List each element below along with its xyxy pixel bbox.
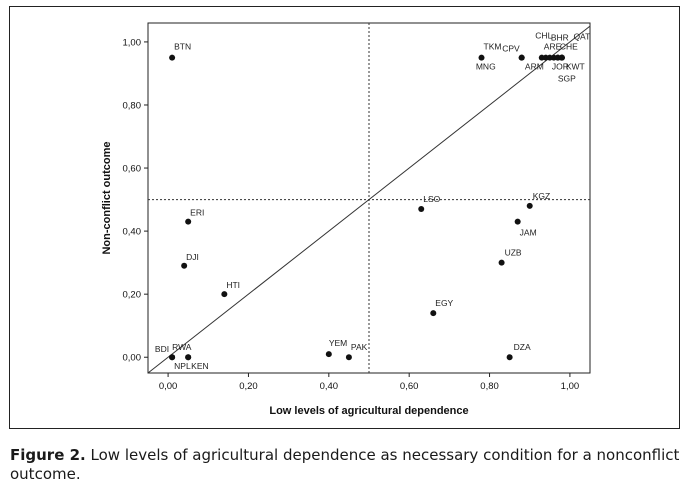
point-label-dza: DZA	[514, 342, 531, 352]
y-tick-label: 0,60	[123, 164, 142, 175]
data-point-uzb	[498, 259, 505, 266]
point-label-bdi: BDI	[155, 344, 169, 354]
point-label-chl: CHL	[535, 31, 552, 41]
data-point-jam	[514, 218, 521, 225]
x-tick-label: 0,00	[159, 381, 178, 392]
data-point-egy	[430, 310, 437, 317]
data-point-mng	[518, 54, 525, 61]
caption-text: Low levels of agricultural dependence as…	[10, 446, 680, 483]
figure-frame	[9, 6, 680, 429]
point-label-jor: JOR	[552, 62, 569, 72]
point-label-mng: MNG	[476, 62, 496, 72]
reference-lines	[147, 23, 591, 374]
y-tick-label: 0,80	[123, 100, 142, 111]
x-tick-label: 0,60	[400, 381, 419, 392]
point-label-tkm: TKM	[484, 42, 502, 52]
point-label-arm: ARM	[525, 62, 544, 72]
data-point-ken	[185, 354, 192, 361]
point-label-rwa: RWA	[172, 342, 192, 352]
point-label-hti: HTI	[226, 280, 240, 290]
point-label-cpv: CPV	[502, 44, 520, 54]
x-tick-label: 0,80	[480, 381, 499, 392]
data-point-kgz	[526, 202, 533, 209]
y-tick-label: 0,00	[123, 353, 142, 364]
data-point-eri	[185, 218, 192, 225]
caption-label: Figure 2.	[10, 446, 86, 464]
point-label-npl: NPL	[174, 361, 191, 371]
point-label-bhr: BHR	[551, 33, 569, 43]
data-point-dza	[506, 354, 513, 361]
y-tick-label: 1,00	[123, 37, 142, 48]
point-label-yem: YEM	[329, 338, 347, 348]
point-label-are: ARE	[544, 42, 562, 52]
data-point-lso	[418, 206, 425, 213]
point-label-che: CHE	[560, 42, 578, 52]
point-label-kwt: KWT	[566, 62, 585, 72]
point-label-ken: KEN	[191, 361, 208, 371]
data-point-sgp	[558, 54, 565, 61]
y-axis-title: Non-conflict outcome	[101, 141, 113, 254]
y-tick-label: 0,20	[123, 290, 142, 301]
point-label-qat: QAT	[573, 32, 590, 42]
point-label-pak: PAK	[351, 342, 368, 352]
point-label-uzb: UZB	[505, 248, 522, 258]
data-point-hti	[221, 291, 228, 298]
y-tick-label: 0,40	[123, 227, 142, 238]
data-point-yem	[325, 351, 332, 358]
point-label-egy: EGY	[435, 298, 453, 308]
x-axis-title: Low levels of agricultural dependence	[269, 405, 468, 417]
point-label-dji: DJI	[186, 252, 199, 262]
point-label-lso: LSO	[423, 194, 440, 204]
data-point-pak	[345, 354, 352, 361]
point-label-btn: BTN	[174, 42, 191, 52]
point-label-jam: JAM	[520, 228, 537, 238]
x-tick-label: 1,00	[561, 381, 580, 392]
point-label-kgz: KGZ	[533, 191, 550, 201]
point-label-sgp: SGP	[558, 74, 576, 84]
point-label-eri: ERI	[190, 208, 204, 218]
data-point-rwa	[169, 354, 176, 361]
figure-caption: Figure 2. Low levels of agricultural dep…	[10, 446, 682, 484]
data-point-dji	[181, 262, 188, 269]
data-point-btn	[169, 54, 176, 61]
x-tick-label: 0,40	[320, 381, 339, 392]
axis-ticks: 0,00 0,20 0,40 0,60 0,80 1,00 0,00 0,20 0,40 0,60…	[123, 37, 580, 392]
data-point-tkm	[478, 54, 485, 61]
x-tick-label: 0,20	[239, 381, 258, 392]
